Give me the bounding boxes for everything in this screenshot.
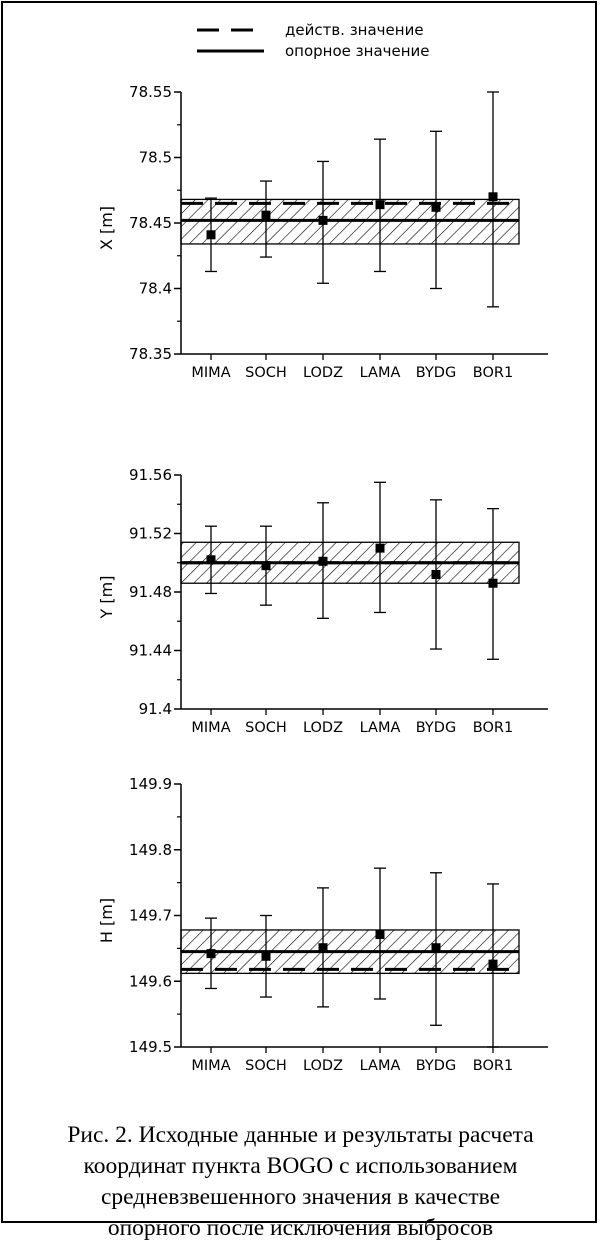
- figure-caption: Рис. 2. Исходные данные и результаты рас…: [0, 1120, 601, 1244]
- y-tick-label: 78.55: [129, 83, 172, 101]
- y-tick-label: 78.4: [139, 280, 172, 298]
- y-tick-label: 91.44: [129, 642, 172, 660]
- y-axis-label: X [m]: [97, 206, 116, 250]
- data-point: [375, 543, 385, 553]
- caption-line: Рис. 2. Исходные данные и результаты рас…: [67, 1122, 534, 1148]
- data-point: [261, 210, 271, 220]
- data-point: [431, 202, 441, 212]
- x-tick-label: LODZ: [303, 365, 343, 381]
- chart-panel-2: 91.4 91.44 91.48 91.52 91.56 Y [m] MIMA SOCH LOD…: [97, 466, 548, 736]
- x-tick-label: BYDG: [416, 365, 456, 381]
- y-tick-label: 78.45: [129, 214, 172, 232]
- y-tick-label: 78.35: [129, 345, 172, 363]
- data-point: [488, 578, 498, 588]
- charts-svg: действ. значение опорное значение 78.357…: [97, 21, 548, 1074]
- x-tick-label: LAMA: [360, 720, 401, 736]
- data-point: [318, 943, 328, 953]
- y-tick-label: 149.9: [129, 775, 172, 793]
- data-point: [431, 569, 441, 579]
- x-tick-label: BOR1: [473, 720, 513, 736]
- x-tick-label: LAMA: [360, 365, 401, 381]
- y-axis-label: H [m]: [97, 898, 116, 943]
- data-point: [206, 230, 216, 240]
- y-tick-label: 149.5: [129, 1038, 172, 1056]
- y-tick-label: 91.4: [139, 700, 172, 718]
- x-tick-label: BOR1: [473, 1058, 513, 1074]
- legend: действ. значение опорное значение: [197, 21, 430, 60]
- caption-line: опорного после исключения выбросов: [107, 1215, 494, 1241]
- x-tick-label: SOCH: [245, 1058, 287, 1074]
- data-point: [318, 215, 328, 225]
- x-tick-label: LODZ: [303, 720, 343, 736]
- data-point: [375, 200, 385, 210]
- x-tick-label: BYDG: [416, 720, 456, 736]
- x-tick-label: MIMA: [191, 720, 230, 736]
- x-tick-label: SOCH: [245, 720, 287, 736]
- figure: действ. значение опорное значение 78.35 7…: [97, 21, 548, 1074]
- data-point: [488, 192, 498, 202]
- chart-panels: 78.35 78.4 78.45 78.5 78.55 X [m] MIMA SOCH LODZ…: [97, 83, 548, 1074]
- data-point: [206, 949, 216, 959]
- data-point: [261, 561, 271, 571]
- y-tick-label: 78.5: [139, 149, 172, 167]
- y-tick-label: 91.48: [129, 583, 172, 601]
- data-point: [318, 556, 328, 566]
- x-tick-label: LAMA: [360, 1058, 401, 1074]
- data-point: [261, 951, 271, 961]
- data-point: [431, 943, 441, 953]
- y-tick-label: 91.52: [129, 525, 172, 543]
- legend-reference-label: опорное значение: [285, 42, 430, 60]
- caption-line: координат пункта BOGO с использованием: [83, 1153, 518, 1179]
- x-tick-label: LODZ: [303, 1058, 343, 1074]
- caption-line: средневзвешенного значения в качестве: [100, 1184, 501, 1210]
- x-tick-label: BOR1: [473, 365, 513, 381]
- data-point: [375, 930, 385, 940]
- legend-actual-label: действ. значение: [285, 21, 424, 39]
- x-tick-label: MIMA: [191, 1058, 230, 1074]
- y-tick-label: 149.7: [129, 907, 172, 925]
- chart-panel-1: 78.35 78.4 78.45 78.5 78.55 X [m] MIMA SOCH LODZ…: [97, 83, 548, 381]
- data-point: [488, 959, 498, 969]
- y-tick-label: 149.6: [129, 972, 172, 990]
- x-tick-label: SOCH: [245, 365, 287, 381]
- chart-panel-3: 149.5 149.6 149.7 149.8 149.9 H [m] MIMA SOCH LO…: [97, 775, 548, 1074]
- data-point: [206, 555, 216, 565]
- y-axis-label: Y [m]: [97, 576, 116, 620]
- x-tick-label: MIMA: [191, 365, 230, 381]
- y-tick-label: 91.56: [129, 466, 172, 484]
- y-tick-label: 149.8: [129, 841, 172, 859]
- x-tick-label: BYDG: [416, 1058, 456, 1074]
